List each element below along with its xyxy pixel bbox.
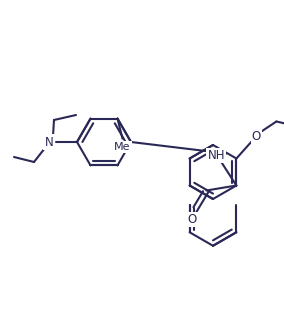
- Text: NH: NH: [208, 149, 225, 162]
- Text: N: N: [45, 135, 53, 148]
- Text: O: O: [188, 213, 197, 226]
- Text: Me: Me: [114, 142, 131, 152]
- Text: O: O: [252, 130, 261, 143]
